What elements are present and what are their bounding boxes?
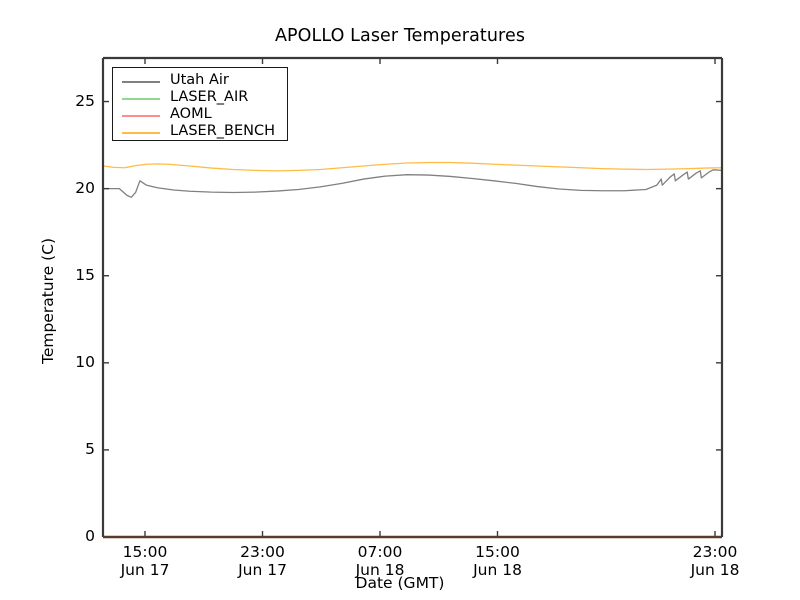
y-tick-label: 10 [75,352,95,371]
x-tick-label: 15:00 Jun 17 [85,543,205,579]
x-tick-time: 15:00 [122,543,168,561]
x-tick-label: 23:00 Jun 17 [203,543,323,579]
x-tick-date: Jun 18 [473,561,522,579]
legend-item[interactable]: LASER_BENCH [113,123,289,142]
legend-item[interactable]: Utah Air [113,72,289,91]
x-tick-time: 07:00 [357,543,403,561]
y-tick-label: 5 [85,439,95,458]
data-series-layer [102,161,723,199]
x-tick-date: Jun 18 [355,561,405,579]
x-tick-date: Jun 17 [238,561,287,579]
legend-color-swatch [122,81,160,83]
x-tick-time: 15:00 [475,543,520,561]
x-tick-label: 23:00 Jun 18 [655,543,775,579]
x-tick-label: 15:00 Jun 18 [438,543,558,579]
legend-label: LASER_AIR [170,89,249,105]
legend-item[interactable]: AOML [113,106,289,125]
legend-color-swatch [122,115,160,117]
series-line [102,161,723,172]
y-tick-label: 25 [75,91,95,110]
series-line [102,169,723,199]
y-tick-label: 20 [75,178,95,197]
x-axis-label: Date (GMT) [355,574,445,592]
legend[interactable]: Utah Air LASER_AIR AOML LASER_BENCH [112,67,288,141]
legend-label: AOML [170,106,212,122]
x-tick-date: Jun 18 [690,561,740,579]
legend-color-swatch [122,98,160,100]
x-tick-time: 23:00 [240,543,285,561]
legend-item[interactable]: LASER_AIR [113,89,289,108]
x-tick-time: 23:00 [692,543,738,561]
x-tick-label: 07:00 Jun 18 [320,543,440,579]
legend-label: Utah Air [170,72,229,88]
legend-color-swatch [122,132,160,134]
legend-label: LASER_BENCH [170,123,276,139]
y-tick-label: 0 [85,527,95,545]
x-tick-date: Jun 17 [120,561,170,579]
y-tick-label: 15 [75,265,95,284]
page-title: APOLLO Laser Temperatures [274,26,526,46]
